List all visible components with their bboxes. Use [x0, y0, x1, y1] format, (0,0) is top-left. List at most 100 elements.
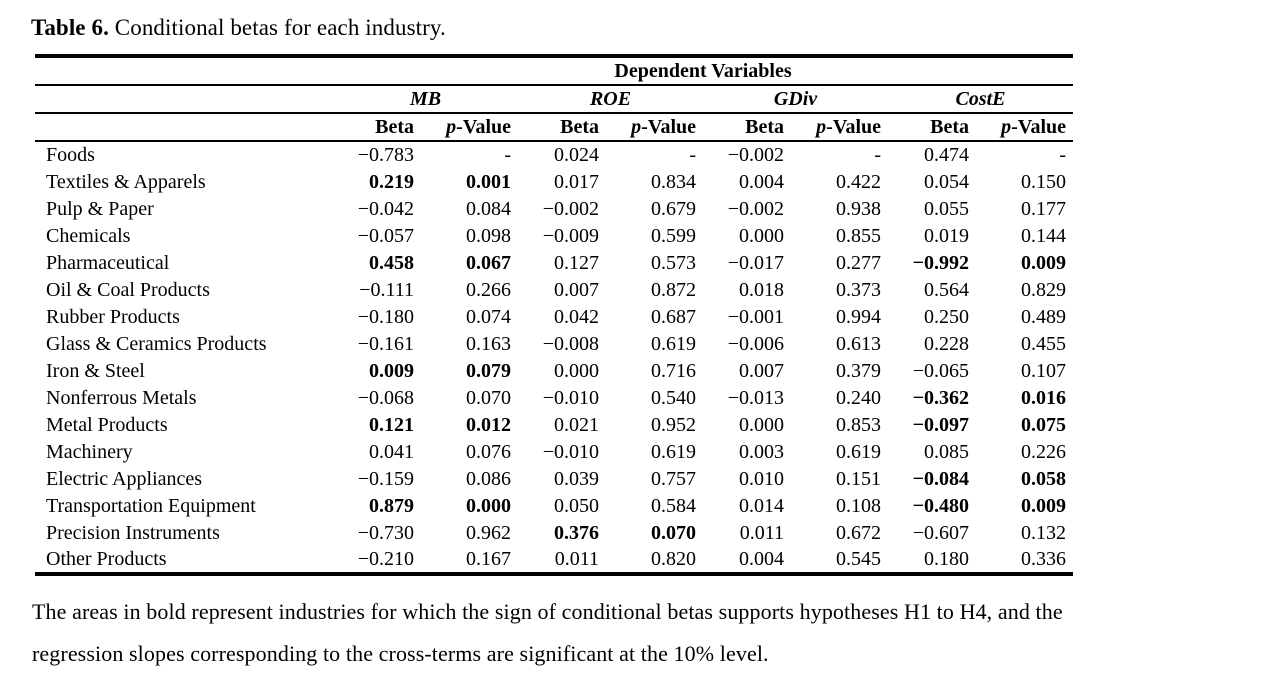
value-cell: −0.002	[542, 197, 599, 220]
header-spacer	[35, 85, 333, 114]
value-cell: 0.009	[1021, 251, 1066, 274]
value-cell: 0.041	[369, 440, 414, 463]
value-cell: 0.107	[1021, 359, 1066, 382]
value-cell: 0.076	[466, 440, 511, 463]
value-cell: 0.379	[836, 359, 881, 382]
industry-cell: Metal Products	[46, 413, 168, 436]
table-row: Other Products −0.210 0.167 0.011 0.820 0.004…	[35, 546, 1073, 576]
value-cell: 0.163	[466, 332, 511, 355]
value-cell: −0.730	[357, 521, 414, 544]
value-cell: 0.619	[651, 440, 696, 463]
value-cell: −0.210	[333, 546, 421, 576]
value-cell: 0.016	[1021, 386, 1066, 409]
value-cell: 0.855	[836, 224, 881, 247]
value-cell: −0.042	[357, 197, 414, 220]
value-cell: 0.994	[836, 305, 881, 328]
value-cell: 0.599	[651, 224, 696, 247]
dependent-variables-row: Dependent Variables	[35, 54, 1073, 86]
footnote-line-2: regression slopes corresponding to the c…	[32, 641, 769, 666]
value-cell: −0.180	[357, 305, 414, 328]
value-cell: 0.151	[836, 467, 881, 490]
value-cell: 0.009	[369, 359, 414, 382]
industry-cell: Transportation Equipment	[46, 494, 256, 517]
value-cell: 0.584	[651, 494, 696, 517]
table-row: Rubber Products −0.180 0.074 0.042 0.687 −0.0…	[35, 303, 1073, 330]
value-cell: −0.992	[912, 251, 969, 274]
value-cell: 0.058	[1021, 467, 1066, 490]
value-cell: 0.018	[739, 278, 784, 301]
value-cell: 0.144	[1021, 224, 1066, 247]
value-cell: 0.000	[739, 224, 784, 247]
value-cell: 0.004	[703, 546, 791, 576]
table-row: Chemicals −0.057 0.098 −0.009 0.599 0.000 0.85…	[35, 222, 1073, 249]
table-footnote: The areas in bold represent industries f…	[32, 591, 1256, 675]
industry-cell: Nonferrous Metals	[46, 386, 197, 409]
industry-cell: Rubber Products	[46, 305, 180, 328]
value-cell: 0.054	[924, 170, 969, 193]
table-row: Transportation Equipment 0.879 0.000 0.050 0…	[35, 492, 1073, 519]
value-cell: 0.019	[924, 224, 969, 247]
group-header-gdiv: GDiv	[703, 85, 888, 114]
value-cell: 0.716	[651, 359, 696, 382]
value-cell: 0.050	[554, 494, 599, 517]
value-cell: 0.336	[976, 546, 1073, 576]
value-cell: 0.540	[651, 386, 696, 409]
value-cell: 0.177	[1021, 197, 1066, 220]
value-cell: 0.086	[466, 467, 511, 490]
industry-cell: Electric Appliances	[46, 467, 203, 490]
value-cell: 0.829	[1021, 278, 1066, 301]
value-cell: 0.564	[924, 278, 969, 301]
beta-header: Beta	[333, 113, 421, 142]
group-header-roe: ROE	[518, 85, 703, 114]
value-cell: 0.108	[836, 494, 881, 517]
industry-cell: Precision Instruments	[46, 521, 220, 544]
value-cell: 0.474	[924, 144, 969, 166]
value-cell: −0.006	[727, 332, 784, 355]
value-cell: 0.240	[836, 386, 881, 409]
value-cell: 0.757	[651, 467, 696, 490]
value-cell: 0.132	[1021, 521, 1066, 544]
value-cell: 0.011	[518, 546, 606, 576]
value-cell: −0.008	[542, 332, 599, 355]
p-value-header: p-Value	[421, 113, 518, 142]
value-cell: 0.180	[888, 546, 976, 576]
table-row: Precision Instruments −0.730 0.962 0.376 0.0…	[35, 519, 1073, 546]
value-cell: 0.055	[924, 197, 969, 220]
value-cell: −0.161	[357, 332, 414, 355]
value-cell: 0.021	[554, 413, 599, 436]
value-cell: −0.001	[727, 305, 784, 328]
value-cell: 0.012	[466, 413, 511, 436]
column-header-row: Beta p-Value Beta p-Value Beta p-Value B…	[35, 113, 1073, 142]
value-cell: 0.014	[739, 494, 784, 517]
table-row: Pharmaceutical 0.458 0.067 0.127 0.573 −0.017…	[35, 249, 1073, 276]
industry-cell: Pulp & Paper	[46, 197, 154, 220]
industry-cell: Iron & Steel	[46, 359, 145, 382]
industry-cell: Pharmaceutical	[46, 251, 170, 274]
header-spacer	[35, 54, 333, 86]
value-cell: 0.613	[836, 332, 881, 355]
value-cell: 0.545	[791, 546, 888, 576]
industry-cell: Chemicals	[46, 224, 131, 247]
value-cell: 0.226	[1021, 440, 1066, 463]
value-cell: 0.000	[739, 413, 784, 436]
p-value-suffix: -Value	[1011, 116, 1066, 138]
value-cell: 0.085	[924, 440, 969, 463]
value-cell: 0.250	[924, 305, 969, 328]
p-value-header: p-Value	[791, 113, 888, 142]
value-cell: 0.074	[466, 305, 511, 328]
value-cell: 0.277	[836, 251, 881, 274]
value-cell: 0.458	[369, 251, 414, 274]
value-cell: −0.111	[359, 278, 414, 301]
table-row: Glass & Ceramics Products −0.161 0.163 −0.0…	[35, 330, 1073, 357]
industry-cell: Textiles & Apparels	[46, 170, 206, 193]
value-cell: −0.017	[727, 251, 784, 274]
value-cell: 0.228	[924, 332, 969, 355]
value-cell: 0.003	[739, 440, 784, 463]
beta-header: Beta	[703, 113, 791, 142]
table-row: Machinery 0.041 0.076 −0.010 0.619 0.003 0.619…	[35, 438, 1073, 465]
value-cell: −0.009	[542, 224, 599, 247]
value-cell: −0.480	[912, 494, 969, 517]
group-header-coste: CostE	[888, 85, 1073, 114]
industry-cell: Oil & Coal Products	[46, 278, 210, 301]
